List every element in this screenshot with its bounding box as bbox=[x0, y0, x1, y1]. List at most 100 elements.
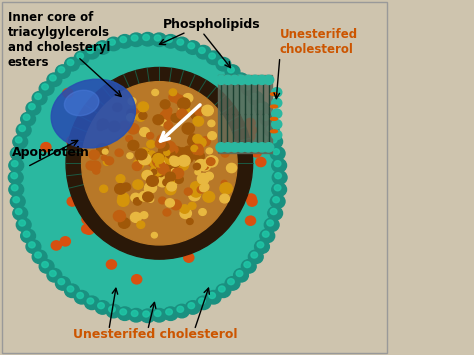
Circle shape bbox=[227, 163, 237, 173]
Circle shape bbox=[203, 191, 215, 202]
Circle shape bbox=[151, 169, 157, 174]
Circle shape bbox=[106, 260, 117, 269]
Circle shape bbox=[102, 149, 108, 154]
Circle shape bbox=[174, 158, 181, 165]
Circle shape bbox=[156, 164, 164, 170]
Circle shape bbox=[166, 150, 175, 158]
Circle shape bbox=[11, 161, 18, 167]
Circle shape bbox=[118, 193, 129, 203]
Circle shape bbox=[257, 75, 267, 84]
Circle shape bbox=[174, 304, 189, 318]
Circle shape bbox=[171, 200, 181, 210]
Text: Inner core of
triacylgylcerols
and cholesteryl
esters: Inner core of triacylgylcerols and chole… bbox=[8, 11, 110, 69]
Circle shape bbox=[159, 114, 167, 121]
Circle shape bbox=[151, 165, 164, 176]
Circle shape bbox=[77, 53, 83, 59]
Circle shape bbox=[216, 143, 226, 152]
Ellipse shape bbox=[66, 67, 253, 259]
Circle shape bbox=[274, 161, 281, 167]
Circle shape bbox=[155, 161, 161, 166]
Circle shape bbox=[155, 35, 161, 41]
Circle shape bbox=[143, 34, 149, 40]
Circle shape bbox=[109, 121, 120, 132]
Circle shape bbox=[58, 67, 64, 73]
Circle shape bbox=[163, 179, 171, 186]
Circle shape bbox=[174, 37, 189, 51]
Circle shape bbox=[246, 194, 256, 203]
Circle shape bbox=[128, 124, 139, 134]
Circle shape bbox=[159, 162, 165, 167]
Circle shape bbox=[196, 45, 211, 59]
Circle shape bbox=[105, 157, 114, 165]
Circle shape bbox=[132, 162, 142, 170]
Circle shape bbox=[21, 112, 36, 126]
Circle shape bbox=[156, 161, 163, 167]
Circle shape bbox=[155, 310, 161, 317]
Circle shape bbox=[66, 136, 77, 146]
Circle shape bbox=[149, 151, 155, 157]
Circle shape bbox=[170, 167, 176, 172]
Circle shape bbox=[97, 119, 109, 130]
Circle shape bbox=[272, 120, 282, 129]
Circle shape bbox=[165, 199, 174, 207]
Circle shape bbox=[244, 84, 251, 90]
Circle shape bbox=[133, 159, 144, 169]
Circle shape bbox=[251, 252, 257, 258]
Circle shape bbox=[187, 219, 193, 224]
Circle shape bbox=[84, 296, 100, 310]
Text: Phospholipids: Phospholipids bbox=[163, 18, 261, 31]
Circle shape bbox=[156, 176, 168, 187]
Circle shape bbox=[135, 149, 147, 160]
Ellipse shape bbox=[64, 90, 99, 116]
Circle shape bbox=[199, 47, 205, 54]
Circle shape bbox=[224, 148, 235, 157]
Circle shape bbox=[153, 115, 164, 125]
Circle shape bbox=[169, 175, 175, 181]
Circle shape bbox=[152, 153, 162, 162]
Circle shape bbox=[132, 275, 142, 284]
Circle shape bbox=[193, 163, 201, 170]
Circle shape bbox=[206, 159, 213, 165]
Circle shape bbox=[273, 149, 279, 155]
Circle shape bbox=[127, 109, 136, 117]
Circle shape bbox=[234, 73, 248, 87]
Circle shape bbox=[11, 173, 18, 179]
Circle shape bbox=[195, 159, 207, 170]
Circle shape bbox=[158, 164, 169, 174]
Circle shape bbox=[152, 89, 158, 95]
Circle shape bbox=[164, 141, 175, 152]
Circle shape bbox=[182, 246, 192, 255]
Circle shape bbox=[171, 114, 181, 122]
Circle shape bbox=[193, 116, 203, 126]
Circle shape bbox=[84, 45, 100, 59]
Circle shape bbox=[206, 51, 221, 65]
Circle shape bbox=[146, 176, 158, 186]
Circle shape bbox=[169, 89, 177, 95]
Circle shape bbox=[153, 163, 160, 169]
Circle shape bbox=[10, 195, 25, 208]
Circle shape bbox=[216, 284, 231, 297]
Circle shape bbox=[264, 75, 273, 84]
Circle shape bbox=[163, 307, 178, 321]
Circle shape bbox=[97, 125, 103, 131]
Circle shape bbox=[146, 152, 153, 158]
Circle shape bbox=[184, 146, 193, 155]
Circle shape bbox=[264, 218, 279, 231]
Circle shape bbox=[272, 171, 287, 184]
Circle shape bbox=[241, 260, 256, 273]
Circle shape bbox=[16, 124, 31, 137]
Circle shape bbox=[272, 159, 287, 172]
Circle shape bbox=[164, 150, 170, 155]
Circle shape bbox=[257, 242, 264, 248]
Circle shape bbox=[142, 170, 153, 180]
Circle shape bbox=[174, 175, 183, 184]
Circle shape bbox=[167, 147, 175, 155]
Ellipse shape bbox=[271, 130, 277, 133]
Circle shape bbox=[164, 177, 175, 186]
Circle shape bbox=[184, 253, 194, 262]
Circle shape bbox=[106, 304, 121, 318]
Bar bbox=[218, 75, 272, 153]
Circle shape bbox=[250, 75, 260, 84]
Circle shape bbox=[196, 296, 211, 310]
Circle shape bbox=[143, 311, 149, 317]
